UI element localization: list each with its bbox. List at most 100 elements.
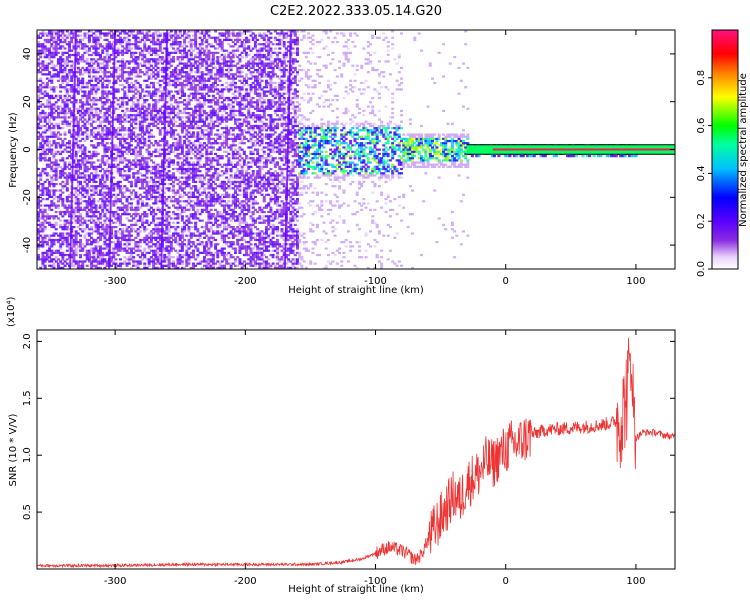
spectrogram-cell	[194, 47, 198, 50]
spectrogram-cell	[79, 99, 83, 102]
spectrogram-cell	[143, 174, 147, 177]
spectrogram-cell	[138, 238, 142, 242]
spectrogram-cell	[152, 49, 156, 52]
spectrogram-cell	[59, 236, 63, 239]
spectrogram-cell	[96, 47, 100, 50]
spectrogram-cell	[156, 176, 160, 179]
spectrogram-cell	[121, 230, 125, 233]
spectrogram-cell	[203, 225, 207, 229]
spectrogram-cell	[103, 152, 107, 156]
spectrogram-cell	[41, 116, 45, 119]
spectrogram-cell	[174, 198, 178, 201]
spectrogram-cell	[41, 64, 45, 67]
spectrogram-cell	[50, 195, 54, 199]
spectrogram-cell	[205, 251, 209, 254]
spectrogram-cell	[123, 249, 127, 252]
spectrogram-cell	[92, 247, 96, 250]
spectrogram-cell	[167, 195, 171, 199]
spectrogram-cell	[59, 105, 63, 108]
spectrogram-cell	[118, 150, 122, 153]
spectrogram-cell	[147, 152, 151, 156]
spectrogram-cell	[103, 170, 107, 173]
spectrogram-cell	[96, 159, 100, 162]
spectrogram-cell	[76, 174, 80, 177]
spectrogram-cell	[90, 122, 94, 125]
spectrogram-cell	[41, 198, 45, 201]
spectrogram-cell	[172, 232, 176, 235]
spectrogram-cell	[121, 249, 125, 252]
spectrogram-cell	[200, 64, 204, 67]
spectrogram-cell	[83, 234, 87, 237]
spectrogram-cell	[158, 223, 162, 227]
spectrogram-cell	[200, 75, 204, 78]
spectrogram-cell	[187, 208, 191, 211]
spectrogram-cell	[200, 208, 204, 211]
spectrogram-cell	[63, 75, 67, 78]
spectrogram-cell	[125, 142, 129, 145]
spectrogram-cell	[143, 79, 147, 82]
spectrogram-cell	[187, 253, 191, 257]
spectrogram-cell	[141, 103, 145, 106]
spectrogram-cell	[45, 101, 49, 104]
spectrogram-cell	[50, 249, 54, 252]
spectrogram-cell	[50, 165, 54, 168]
spectrogram-cell	[105, 223, 109, 227]
spectrogram-cell	[205, 92, 209, 95]
spectrogram-cell	[207, 71, 211, 74]
spectrogram-cell	[52, 163, 56, 166]
spectrogram-cell	[205, 66, 209, 70]
spectrogram-cell	[176, 251, 180, 254]
spectrogram-cell	[152, 116, 156, 119]
spectrogram-cell	[156, 62, 160, 65]
spectrogram-cell	[156, 189, 160, 192]
spectrogram-cell	[189, 71, 193, 74]
spectrogram-cell	[172, 191, 176, 194]
spectrogram-cell	[165, 245, 169, 248]
spectrogram-cell	[65, 34, 69, 37]
spectrogram-cell	[79, 148, 83, 151]
spectrogram-cell	[132, 68, 136, 72]
spectrogram-cell	[194, 77, 198, 80]
spectrogram-cell	[163, 47, 167, 50]
spectrogram-cell	[205, 53, 209, 57]
spectrogram-cell	[48, 221, 52, 224]
spectrogram-cell	[205, 266, 209, 269]
spectrogram-cell	[205, 253, 209, 257]
spectrogram-cell	[172, 174, 176, 177]
spectrogram-cell	[160, 75, 164, 78]
spectrogram-cell	[183, 40, 187, 44]
spectrogram-cell	[90, 66, 94, 70]
spectrogram-cell	[209, 187, 213, 190]
spectrogram-cell	[83, 200, 87, 203]
spectrogram-cell	[214, 245, 218, 248]
spectrogram-cell	[194, 223, 198, 227]
spectrogram-cell	[127, 109, 131, 113]
spectrogram-cell	[149, 47, 153, 50]
spectrogram-cell	[70, 90, 74, 93]
spectrogram-cell	[145, 195, 149, 199]
spectrogram-cell	[189, 40, 193, 44]
spectrogram-cell	[96, 266, 100, 269]
spectrogram-cell	[54, 43, 58, 46]
spectrogram-cell	[79, 43, 83, 46]
spectrogram-cell	[147, 241, 151, 244]
spectrogram-cell	[207, 146, 211, 149]
spectrogram-cell	[114, 38, 118, 42]
spectrogram-cell	[163, 260, 167, 263]
spectrogram-cell	[98, 206, 102, 209]
spectrogram-cell	[41, 210, 45, 214]
spectrogram-cell	[152, 86, 156, 89]
spectrogram-cell	[61, 157, 65, 160]
spectrogram-cell	[101, 202, 105, 205]
spectrogram-cell	[134, 157, 138, 160]
spectrogram-cell	[59, 56, 63, 59]
spectrogram-cell	[43, 111, 47, 115]
spectrogram-cell	[116, 137, 120, 140]
spectrogram-cell	[63, 210, 67, 214]
spectrogram-cell	[174, 99, 178, 102]
spectrogram-cell	[92, 260, 96, 263]
spectrogram-cell	[187, 144, 191, 147]
spectrogram-cell	[203, 200, 207, 203]
spectrogram-cell	[41, 103, 45, 106]
spectrogram-cell	[149, 198, 153, 201]
